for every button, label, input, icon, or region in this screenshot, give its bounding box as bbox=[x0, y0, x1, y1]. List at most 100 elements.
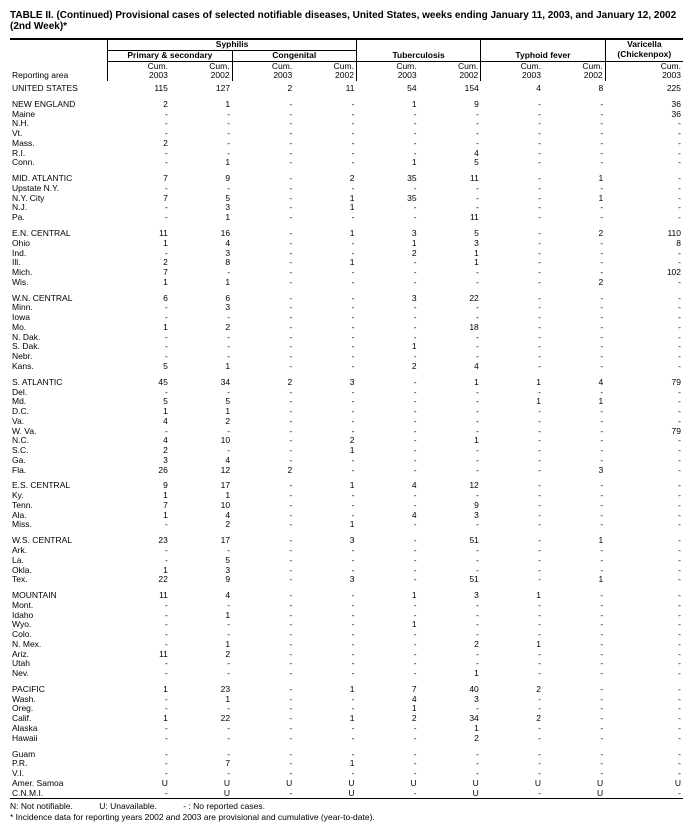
value-cell: - bbox=[419, 303, 481, 313]
value-cell: - bbox=[294, 407, 356, 417]
value-cell: - bbox=[481, 388, 543, 398]
value-cell: - bbox=[170, 744, 232, 760]
value-cell: 3 bbox=[170, 249, 232, 259]
footnote-u: U: Unavailable. bbox=[99, 801, 157, 811]
area-cell: Hawaii bbox=[10, 734, 108, 744]
value-cell: 23 bbox=[170, 679, 232, 695]
value-cell: 2 bbox=[356, 362, 418, 372]
value-cell: - bbox=[108, 695, 170, 705]
value-cell: - bbox=[543, 566, 605, 576]
table-row: Tex.229-3-51-1- bbox=[10, 575, 683, 585]
value-cell: - bbox=[419, 659, 481, 669]
value-cell: - bbox=[232, 704, 294, 714]
value-cell: - bbox=[232, 288, 294, 304]
value-cell: - bbox=[543, 333, 605, 343]
value-cell: - bbox=[294, 342, 356, 352]
value-cell: U bbox=[232, 779, 294, 789]
value-cell: 7 bbox=[170, 759, 232, 769]
value-cell: - bbox=[170, 620, 232, 630]
value-cell: - bbox=[294, 278, 356, 288]
value-cell: 1 bbox=[356, 94, 418, 110]
value-cell: 6 bbox=[108, 288, 170, 304]
value-cell: 1 bbox=[170, 695, 232, 705]
value-cell: 1 bbox=[108, 323, 170, 333]
value-cell: - bbox=[605, 278, 683, 288]
value-cell: - bbox=[605, 446, 683, 456]
value-cell: - bbox=[170, 601, 232, 611]
value-cell: 1 bbox=[543, 194, 605, 204]
value-cell: - bbox=[294, 734, 356, 744]
value-cell: 23 bbox=[108, 530, 170, 546]
value-cell: - bbox=[232, 129, 294, 139]
value-cell: - bbox=[605, 669, 683, 679]
value-cell: - bbox=[543, 650, 605, 660]
area-cell: Nev. bbox=[10, 669, 108, 679]
value-cell: - bbox=[543, 323, 605, 333]
value-cell: - bbox=[605, 501, 683, 511]
value-cell: - bbox=[481, 744, 543, 760]
value-cell: - bbox=[108, 611, 170, 621]
value-cell: 1 bbox=[481, 372, 543, 388]
value-cell: - bbox=[232, 669, 294, 679]
value-cell: - bbox=[543, 556, 605, 566]
value-cell: - bbox=[356, 149, 418, 159]
table-row: Tenn.710---9--- bbox=[10, 501, 683, 511]
value-cell: - bbox=[605, 734, 683, 744]
value-cell: 10 bbox=[170, 501, 232, 511]
value-cell: - bbox=[605, 184, 683, 194]
value-cell: - bbox=[605, 407, 683, 417]
value-cell: 1 bbox=[294, 203, 356, 213]
value-cell: - bbox=[605, 352, 683, 362]
value-cell: 3 bbox=[419, 695, 481, 705]
value-cell: 7 bbox=[108, 168, 170, 184]
value-cell: 1 bbox=[108, 511, 170, 521]
value-cell: - bbox=[605, 213, 683, 223]
value-cell: - bbox=[543, 268, 605, 278]
value-cell: - bbox=[481, 475, 543, 491]
value-cell: 5 bbox=[170, 556, 232, 566]
value-cell: - bbox=[170, 184, 232, 194]
value-cell: - bbox=[356, 744, 418, 760]
value-cell: - bbox=[356, 323, 418, 333]
value-cell: - bbox=[170, 139, 232, 149]
value-cell: 2 bbox=[543, 223, 605, 239]
area-cell: C.N.M.I. bbox=[10, 789, 108, 799]
value-cell: - bbox=[108, 669, 170, 679]
value-cell: - bbox=[232, 556, 294, 566]
value-cell: - bbox=[543, 149, 605, 159]
value-cell: - bbox=[356, 630, 418, 640]
value-cell: - bbox=[108, 213, 170, 223]
value-cell: - bbox=[543, 546, 605, 556]
value-cell: - bbox=[170, 313, 232, 323]
value-cell: - bbox=[108, 110, 170, 120]
value-cell: - bbox=[481, 362, 543, 372]
value-cell: - bbox=[356, 556, 418, 566]
value-cell: - bbox=[232, 249, 294, 259]
value-cell: 1 bbox=[543, 530, 605, 546]
value-cell: - bbox=[170, 734, 232, 744]
value-cell: - bbox=[108, 352, 170, 362]
value-cell: 1 bbox=[170, 407, 232, 417]
value-cell: 35 bbox=[356, 168, 418, 184]
value-cell: - bbox=[605, 520, 683, 530]
value-cell: - bbox=[108, 520, 170, 530]
value-cell: - bbox=[605, 530, 683, 546]
value-cell: - bbox=[543, 611, 605, 621]
value-cell: - bbox=[356, 110, 418, 120]
value-cell: 1 bbox=[481, 585, 543, 601]
col-chickenpox: (Chickenpox) bbox=[605, 50, 683, 61]
value-cell: - bbox=[232, 679, 294, 695]
value-cell: - bbox=[356, 397, 418, 407]
value-cell: 1 bbox=[170, 94, 232, 110]
value-cell: - bbox=[419, 759, 481, 769]
value-cell: - bbox=[543, 724, 605, 734]
table-row: Ohio14--13--8 bbox=[10, 239, 683, 249]
value-cell: - bbox=[356, 417, 418, 427]
value-cell: 2 bbox=[481, 714, 543, 724]
value-cell: - bbox=[543, 511, 605, 521]
value-cell: - bbox=[108, 601, 170, 611]
table-row: Guam--------- bbox=[10, 744, 683, 760]
value-cell: - bbox=[232, 407, 294, 417]
value-cell: - bbox=[232, 388, 294, 398]
col-cum: Cum.2003 bbox=[108, 61, 170, 81]
